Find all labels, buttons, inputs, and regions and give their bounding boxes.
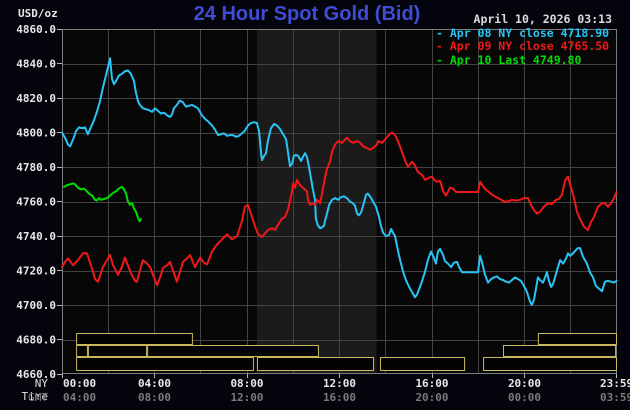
x-axis-ny-time-label: NY Time bbox=[21, 377, 49, 403]
x-tick-ny-time: 16:00 bbox=[415, 377, 448, 390]
session-box bbox=[537, 333, 617, 345]
chart-legend: - Apr 08 NY close 4718.90- Apr 09 NY clo… bbox=[436, 26, 610, 67]
legend-item: - Apr 09 NY close 4765.50 bbox=[436, 39, 610, 54]
x-tick-ny-time: 00:00 bbox=[63, 377, 96, 390]
session-box bbox=[502, 345, 617, 357]
x-tick-gmt-time: 08:00 bbox=[138, 391, 171, 404]
y-tick-label: 4700.0 bbox=[16, 299, 56, 312]
x-tick-gmt-time: 03:59 bbox=[600, 391, 630, 404]
y-tick-label: 4860.0 bbox=[16, 23, 56, 36]
session-box bbox=[76, 345, 88, 357]
y-tick-label: 4660.0 bbox=[16, 368, 56, 381]
y-tick-label: 4720.0 bbox=[16, 265, 56, 278]
x-tick-gmt-time: 20:00 bbox=[415, 391, 448, 404]
session-box bbox=[483, 357, 618, 371]
x-axis-labels: 00:0004:0004:0008:0008:0012:0012:0016:00… bbox=[63, 377, 630, 404]
session-box bbox=[76, 333, 193, 345]
y-tick-label: 4740.0 bbox=[16, 230, 56, 243]
y-tick-label: 4800.0 bbox=[16, 127, 56, 140]
x-tick-gmt-time: 16:00 bbox=[323, 391, 356, 404]
x-axis-gmt-label: GMT bbox=[28, 391, 48, 404]
x-tick-gmt-time: 00:00 bbox=[508, 391, 541, 404]
y-tick-label: 4840.0 bbox=[16, 58, 56, 71]
y-tick-label: 4680.0 bbox=[16, 334, 56, 347]
x-tick-gmt-time: 12:00 bbox=[230, 391, 263, 404]
plot-border bbox=[62, 29, 617, 374]
series-apr-08 bbox=[61, 57, 618, 306]
x-tick-ny-time: 08:00 bbox=[230, 377, 263, 390]
session-box bbox=[256, 357, 374, 371]
y-tick-label: 4760.0 bbox=[16, 196, 56, 209]
legend-item: - Apr 10 Last 4749.80 bbox=[436, 52, 582, 67]
session-box bbox=[76, 357, 254, 371]
x-tick-ny-time: 12:00 bbox=[323, 377, 356, 390]
session-box bbox=[87, 345, 148, 357]
series-apr-10 bbox=[63, 182, 143, 223]
chart-title: 24 Hour Spot Gold (Bid) bbox=[193, 3, 421, 25]
y-tick-label: 4820.0 bbox=[16, 92, 56, 105]
legend-item: - Apr 08 NY close 4718.90 bbox=[436, 26, 610, 40]
x-tick-ny-time: 04:00 bbox=[138, 377, 171, 390]
chart-datetime: April 10, 2026 03:13 bbox=[473, 12, 612, 26]
session-box bbox=[147, 345, 319, 357]
y-tick-label: 4780.0 bbox=[16, 161, 56, 174]
series-apr-09 bbox=[61, 131, 618, 287]
session-box bbox=[379, 357, 466, 371]
x-tick-ny-time: 20:00 bbox=[508, 377, 541, 390]
x-tick-ny-time: 23:59 bbox=[600, 377, 630, 390]
y-axis-labels: 4860.0 4840.0 4820.0 4800.0 4780.0 4760.0 4740… bbox=[16, 23, 56, 381]
x-tick-gmt-time: 04:00 bbox=[63, 391, 96, 404]
y-axis-unit-label: USD/oz bbox=[18, 7, 58, 20]
